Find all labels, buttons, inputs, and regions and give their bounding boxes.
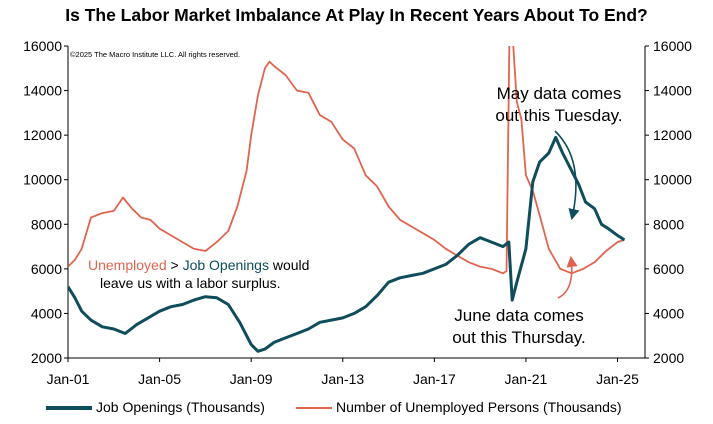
x-ticks: Jan-01 Jan-05 Jan-09 Jan-13 Jan-17 Jan-21 Jan-… [47, 358, 639, 387]
surplus-annotation-line2: leave us with a labor surplus. [100, 275, 281, 291]
surplus-annotation-line1: Unemployed > Job Openings would [88, 257, 309, 273]
y-right-tick-label: 12000 [653, 127, 692, 143]
legend-swatch-job-openings [46, 406, 92, 411]
x-tick-label: Jan-05 [138, 371, 181, 387]
series-line-unemployed [68, 46, 625, 275]
may-annotation-line1: May data comes [497, 84, 622, 103]
series-layer [68, 46, 626, 353]
x-tick-label: Jan-13 [321, 371, 364, 387]
june-annotation-line1: June data comes [454, 306, 583, 325]
y-right-tick-label: 10000 [653, 172, 692, 188]
legend: Job Openings (Thousands) Number of Unemp… [0, 399, 713, 419]
may-annotation-line2: out this Tuesday. [495, 106, 622, 125]
y-left-tick-label: 16000 [23, 38, 62, 54]
series-line-job-openings [68, 135, 626, 353]
may-arrow [554, 130, 580, 221]
x-tick-label: Jan-01 [47, 371, 90, 387]
surplus-word-unemployed: Unemployed [88, 257, 167, 273]
legend-swatch-unemployed [296, 407, 332, 410]
x-tick-label: Jan-21 [505, 371, 548, 387]
y-right-tick-label: 6000 [653, 261, 684, 277]
y-left-tick-label: 4000 [31, 305, 62, 321]
y-right-tick-label: 4000 [653, 305, 684, 321]
june-annotation-line2: out this Thursday. [452, 328, 586, 347]
legend-label-job-openings: Job Openings (Thousands) [96, 399, 265, 415]
left-y-ticks: 2000 4000 6000 8000 10000 12000 14000 16000 [23, 38, 68, 366]
surplus-gt: > [167, 257, 183, 273]
y-right-tick-label: 14000 [653, 83, 692, 99]
y-right-tick-label: 8000 [653, 216, 684, 232]
y-left-tick-label: 6000 [31, 261, 62, 277]
y-left-tick-label: 12000 [23, 127, 62, 143]
y-right-tick-label: 16000 [653, 38, 692, 54]
surplus-rest: would [269, 257, 309, 273]
legend-label-unemployed: Number of Unemployed Persons (Thousands) [336, 399, 622, 415]
y-left-tick-label: 14000 [23, 83, 62, 99]
y-left-tick-label: 8000 [31, 216, 62, 232]
x-tick-label: Jan-25 [596, 371, 639, 387]
legend-item-job-openings: Job Openings (Thousands) [46, 399, 265, 415]
y-right-tick-label: 2000 [653, 350, 684, 366]
chart-title: Is The Labor Market Imbalance At Play In… [65, 5, 648, 25]
legend-item-unemployed: Number of Unemployed Persons (Thousands) [296, 399, 622, 415]
copyright-note: ©2025 The Macro Institute LLC. All right… [70, 50, 240, 59]
x-tick-label: Jan-09 [230, 371, 273, 387]
axes [67, 46, 646, 359]
y-left-tick-label: 2000 [31, 350, 62, 366]
x-tick-label: Jan-17 [413, 371, 456, 387]
y-left-tick-label: 10000 [23, 172, 62, 188]
surplus-word-job-openings: Job Openings [183, 257, 269, 273]
right-y-ticks: 2000 4000 6000 8000 10000 12000 14000 16000 [645, 38, 692, 366]
june-arrow [557, 255, 578, 299]
